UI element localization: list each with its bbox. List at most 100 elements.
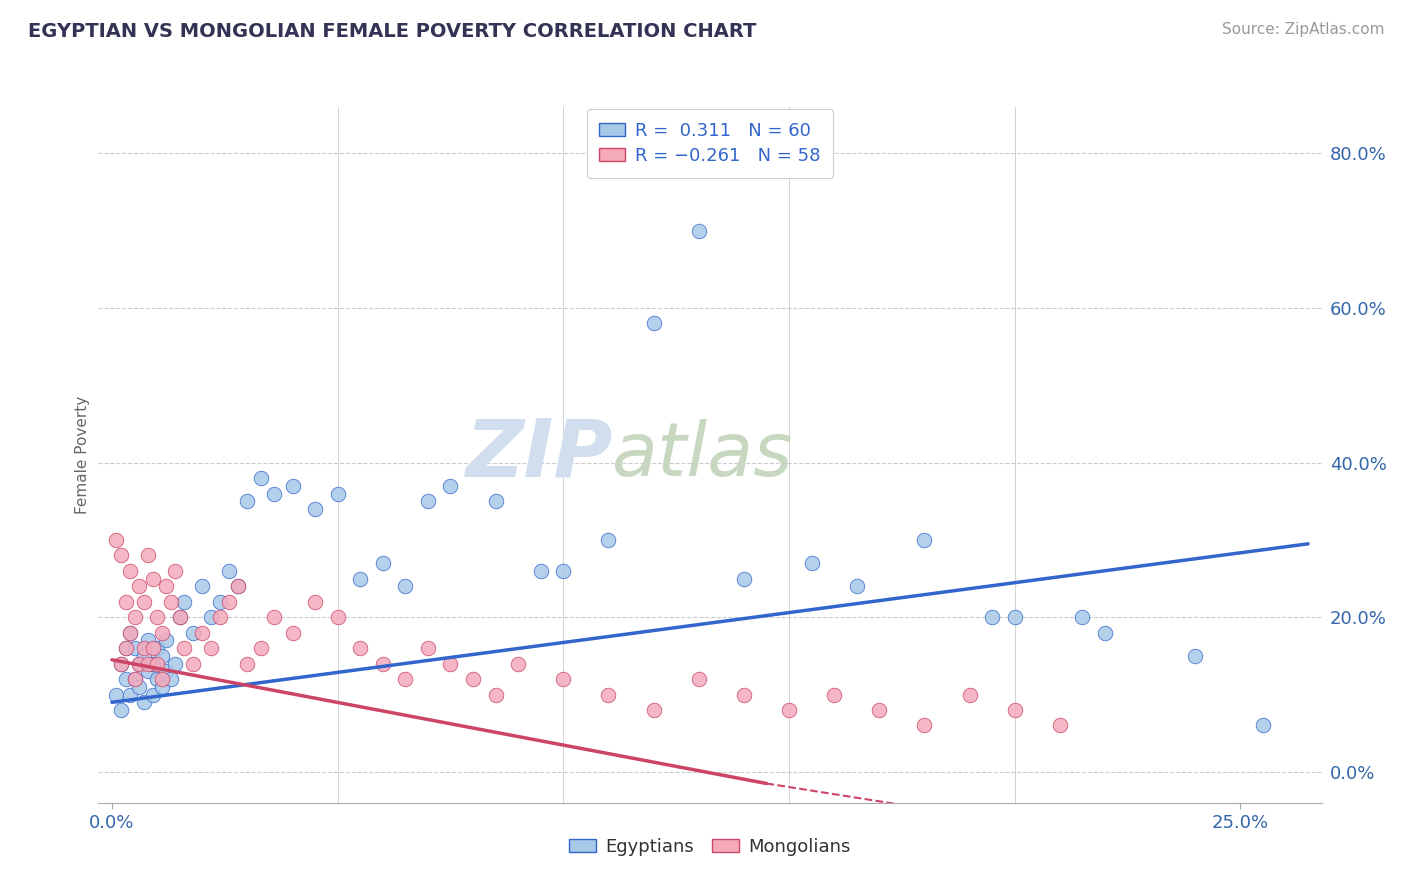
Point — [530, 564, 553, 578]
Point — [124, 672, 146, 686]
Point — [150, 672, 173, 686]
Point — [778, 703, 800, 717]
Point — [304, 595, 326, 609]
Legend: Egyptians, Mongolians: Egyptians, Mongolians — [562, 831, 858, 863]
Point — [981, 610, 1004, 624]
Point — [823, 688, 845, 702]
Point — [132, 595, 155, 609]
Point — [136, 665, 159, 679]
Point — [142, 641, 165, 656]
Point — [181, 657, 204, 671]
Point — [553, 564, 575, 578]
Point — [200, 641, 222, 656]
Point — [124, 641, 146, 656]
Point — [150, 625, 173, 640]
Point — [485, 494, 508, 508]
Point — [461, 672, 484, 686]
Point — [146, 641, 169, 656]
Point — [128, 657, 150, 671]
Point — [416, 641, 439, 656]
Point — [1004, 610, 1026, 624]
Point — [146, 672, 169, 686]
Point — [688, 672, 710, 686]
Point — [173, 641, 195, 656]
Point — [105, 688, 128, 702]
Point — [688, 224, 710, 238]
Point — [218, 564, 240, 578]
Point — [155, 633, 177, 648]
Point — [200, 610, 222, 624]
Point — [236, 494, 259, 508]
Point — [868, 703, 890, 717]
Point — [146, 657, 169, 671]
Point — [173, 595, 195, 609]
Point — [416, 494, 439, 508]
Point — [209, 595, 232, 609]
Point — [371, 657, 394, 671]
Point — [132, 695, 155, 709]
Point — [598, 533, 620, 547]
Point — [114, 641, 136, 656]
Point — [118, 625, 141, 640]
Point — [485, 688, 508, 702]
Point — [281, 479, 304, 493]
Point — [114, 595, 136, 609]
Point — [394, 579, 416, 593]
Point — [150, 648, 173, 663]
Point — [236, 657, 259, 671]
Point — [1071, 610, 1094, 624]
Point — [128, 657, 150, 671]
Point — [349, 572, 371, 586]
Text: atlas: atlas — [612, 419, 793, 491]
Point — [114, 672, 136, 686]
Point — [326, 486, 349, 500]
Point — [128, 579, 150, 593]
Point — [155, 665, 177, 679]
Point — [132, 648, 155, 663]
Point — [191, 579, 214, 593]
Point — [912, 718, 935, 732]
Point — [733, 688, 755, 702]
Point — [800, 556, 823, 570]
Point — [1251, 718, 1274, 732]
Text: EGYPTIAN VS MONGOLIAN FEMALE POVERTY CORRELATION CHART: EGYPTIAN VS MONGOLIAN FEMALE POVERTY COR… — [28, 22, 756, 41]
Point — [439, 479, 461, 493]
Point — [912, 533, 935, 547]
Point — [553, 672, 575, 686]
Point — [643, 703, 665, 717]
Point — [643, 317, 665, 331]
Point — [165, 657, 187, 671]
Point — [146, 610, 169, 624]
Text: Source: ZipAtlas.com: Source: ZipAtlas.com — [1222, 22, 1385, 37]
Point — [118, 688, 141, 702]
Point — [150, 680, 173, 694]
Point — [124, 610, 146, 624]
Point — [136, 633, 159, 648]
Point — [110, 657, 132, 671]
Point — [508, 657, 530, 671]
Point — [228, 579, 250, 593]
Point — [191, 625, 214, 640]
Point — [110, 549, 132, 563]
Point — [1049, 718, 1071, 732]
Point — [228, 579, 250, 593]
Point — [209, 610, 232, 624]
Point — [136, 549, 159, 563]
Point — [845, 579, 868, 593]
Point — [439, 657, 461, 671]
Point — [598, 688, 620, 702]
Point — [371, 556, 394, 570]
Point — [304, 502, 326, 516]
Point — [114, 641, 136, 656]
Point — [1004, 703, 1026, 717]
Point — [159, 595, 181, 609]
Point — [105, 533, 128, 547]
Point — [1184, 648, 1206, 663]
Point — [349, 641, 371, 656]
Point — [128, 680, 150, 694]
Point — [250, 641, 273, 656]
Point — [250, 471, 273, 485]
Point — [142, 688, 165, 702]
Point — [155, 579, 177, 593]
Point — [733, 572, 755, 586]
